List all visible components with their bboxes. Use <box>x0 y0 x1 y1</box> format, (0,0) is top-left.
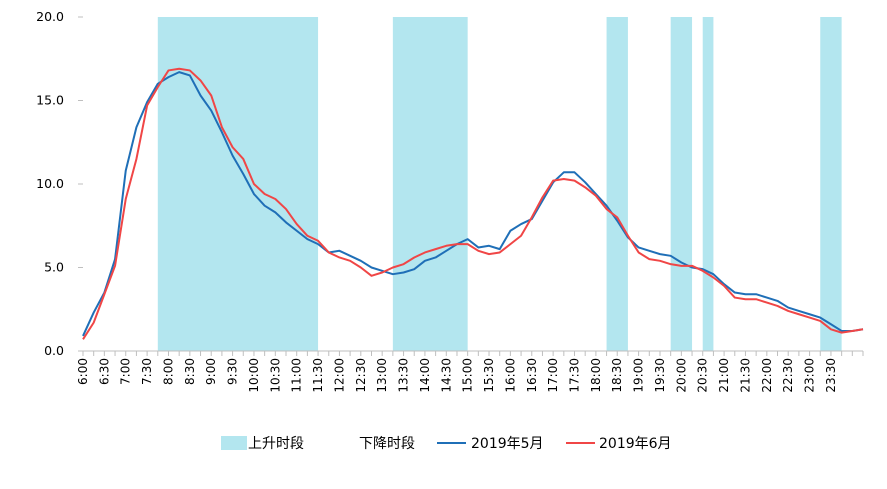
series-line-1 <box>82 67 864 340</box>
rising-period-bands <box>157 17 842 351</box>
x-tick-label: 23:30 <box>824 358 838 393</box>
x-tick-label: 22:30 <box>781 358 795 393</box>
series-lines <box>82 67 864 340</box>
x-tick-label: 7:30 <box>140 358 154 385</box>
x-tick-label: 14:30 <box>439 358 453 393</box>
x-tick-label: 21:30 <box>738 358 752 393</box>
series-line-0 <box>82 71 864 337</box>
x-tick-label: 12:30 <box>354 358 368 393</box>
x-tick-label: 9:30 <box>226 358 240 385</box>
rising-band-0 <box>157 17 319 351</box>
y-tick-label: 20.0 <box>36 9 64 24</box>
legend: 上升时段 下降时段 2019年5月 2019年6月 <box>221 436 672 452</box>
legend-swatch-0 <box>221 436 247 450</box>
y-tick-label: 10.0 <box>36 176 64 191</box>
x-tick-label: 12:00 <box>332 358 346 393</box>
legend-label-2: 2019年5月 <box>471 436 544 452</box>
x-tick-label: 17:30 <box>568 358 582 393</box>
y-tick-label: 0.0 <box>44 343 64 358</box>
x-tick-label: 17:00 <box>546 358 560 393</box>
x-tick-label: 13:30 <box>397 358 411 393</box>
x-tick-label: 10:30 <box>268 358 282 393</box>
x-tick-label: 18:30 <box>610 358 624 393</box>
x-tick-label: 21:00 <box>717 358 731 393</box>
legend-label-3: 2019年6月 <box>599 436 672 452</box>
x-tick-label: 11:00 <box>290 358 304 393</box>
x-tick-label: 18:00 <box>589 358 603 393</box>
x-tick-label: 14:00 <box>418 358 432 393</box>
x-tick-label: 10:00 <box>247 358 261 393</box>
axes: 0.0 5.0 10.0 15.0 20.0 6:00 6:30 7:00 7:30 8:00 8:… <box>36 9 864 393</box>
x-tick-label: 11:30 <box>311 358 325 393</box>
legend-label-1: 下降时段 <box>359 436 415 452</box>
x-tick-label: 15:00 <box>461 358 475 393</box>
y-tick-label: 15.0 <box>36 93 64 108</box>
x-tick-label: 22:00 <box>760 358 774 393</box>
rising-band-3 <box>670 17 693 351</box>
rising-band-2 <box>606 17 628 351</box>
x-tick-label: 16:00 <box>503 358 517 393</box>
x-tick-label: 7:00 <box>119 358 133 385</box>
legend-label-0: 上升时段 <box>248 436 304 452</box>
y-tick-label: 5.0 <box>44 260 64 275</box>
x-tick-label: 23:00 <box>803 358 817 393</box>
x-tick-label: 13:00 <box>375 358 389 393</box>
x-tick-label: 19:00 <box>632 358 646 393</box>
x-tick-label: 8:30 <box>183 358 197 385</box>
rising-band-1 <box>392 17 468 351</box>
x-tick-label: 16:30 <box>525 358 539 393</box>
rising-band-4 <box>702 17 714 351</box>
x-tick-label: 6:30 <box>97 358 111 385</box>
rising-band-5 <box>820 17 842 351</box>
legend-swatch-1 <box>331 436 357 450</box>
x-tick-label: 20:30 <box>696 358 710 393</box>
x-tick-label: 8:00 <box>161 358 175 385</box>
x-tick-label: 9:00 <box>204 358 218 385</box>
x-tick-label: 19:30 <box>653 358 667 393</box>
x-tick-label: 15:30 <box>482 358 496 393</box>
x-tick-label: 20:00 <box>674 358 688 393</box>
x-tick-label: 6:00 <box>76 358 90 385</box>
